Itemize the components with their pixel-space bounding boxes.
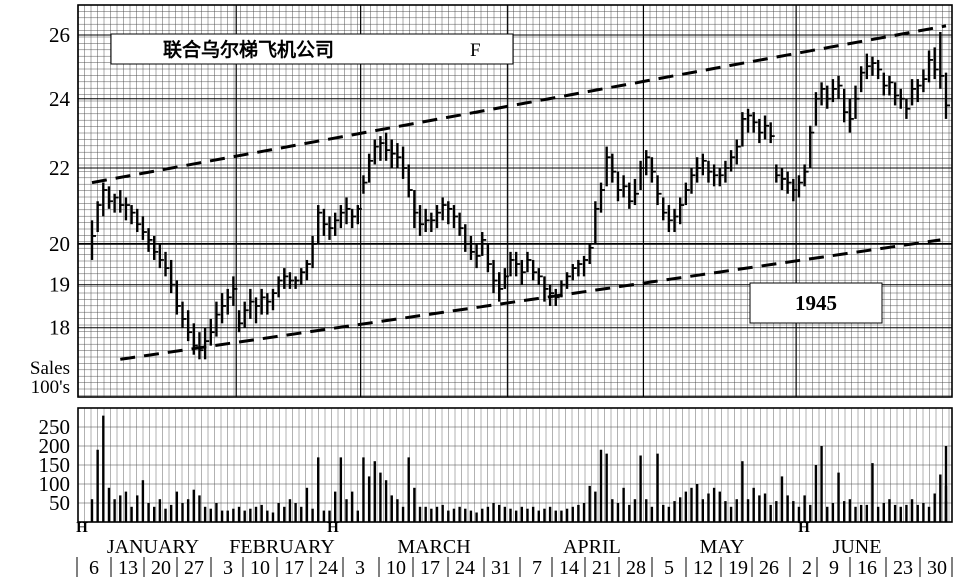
year-box [749, 282, 883, 324]
month-label: APRIL [563, 536, 621, 558]
week-label: 21 [592, 557, 612, 577]
volume-tick-label: 200 [39, 434, 71, 458]
week-label: 30 [927, 557, 947, 577]
volume-tick-label: 250 [39, 415, 71, 439]
y-tick-label: 18 [49, 316, 70, 340]
y-tick-label: 19 [49, 273, 70, 297]
y-tick-label: 24 [49, 87, 71, 111]
week-label: 24 [455, 557, 475, 577]
month-label: JANUARY [107, 536, 199, 558]
holiday-mark: H [798, 520, 810, 536]
week-label: 23 [893, 557, 913, 577]
week-label: 3 [355, 557, 365, 577]
week-label: 28 [626, 557, 646, 577]
price-bars [90, 31, 950, 360]
week-label: 13 [118, 557, 138, 577]
y-axis-label-units: 100's [31, 377, 70, 398]
y-tick-label: 26 [49, 23, 70, 47]
volume-tick-label: 50 [49, 491, 70, 515]
week-label: 9 [829, 557, 839, 577]
month-label: JUNE [833, 536, 882, 558]
week-label: 10 [250, 557, 270, 577]
week-label: 27 [184, 557, 204, 577]
week-label: 3 [223, 557, 233, 577]
title-box [110, 33, 514, 65]
volume-tick-label: 100 [39, 472, 71, 496]
holiday-mark: H [327, 520, 339, 536]
week-label: 14 [559, 557, 579, 577]
week-label: 6 [89, 557, 99, 577]
volume-tick-label: 150 [39, 453, 71, 477]
week-label: 5 [664, 557, 674, 577]
trend-line-lower [120, 238, 941, 361]
trend-line-upper [91, 24, 947, 185]
y-tick-label: 22 [49, 156, 70, 180]
week-label: 19 [728, 557, 748, 577]
week-label: 17 [284, 557, 304, 577]
week-label: 31 [491, 557, 511, 577]
week-label: 10 [386, 557, 406, 577]
volume-bars [90, 415, 948, 522]
month-label: MARCH [397, 536, 470, 558]
month-label: FEBRUARY [229, 536, 335, 558]
volume-grid [77, 408, 952, 522]
week-label: 24 [318, 557, 338, 577]
chart-title: 联合乌尔梯飞机公司 [163, 38, 334, 61]
holiday-mark: H [76, 520, 88, 536]
price-panel-frame [77, 4, 953, 398]
week-label: 26 [759, 557, 779, 577]
week-label: 16 [857, 557, 877, 577]
y-tick-label: 20 [49, 232, 70, 256]
week-label: 20 [151, 557, 171, 577]
ticker-symbol: F [470, 40, 481, 61]
month-label: MAY [700, 536, 745, 558]
week-label: 12 [693, 557, 713, 577]
week-label: 2 [802, 557, 812, 577]
week-label: 17 [420, 557, 440, 577]
y-axis-label-sales: Sales [30, 358, 70, 379]
year-label: 1945 [795, 291, 837, 315]
week-label: 7 [532, 557, 542, 577]
